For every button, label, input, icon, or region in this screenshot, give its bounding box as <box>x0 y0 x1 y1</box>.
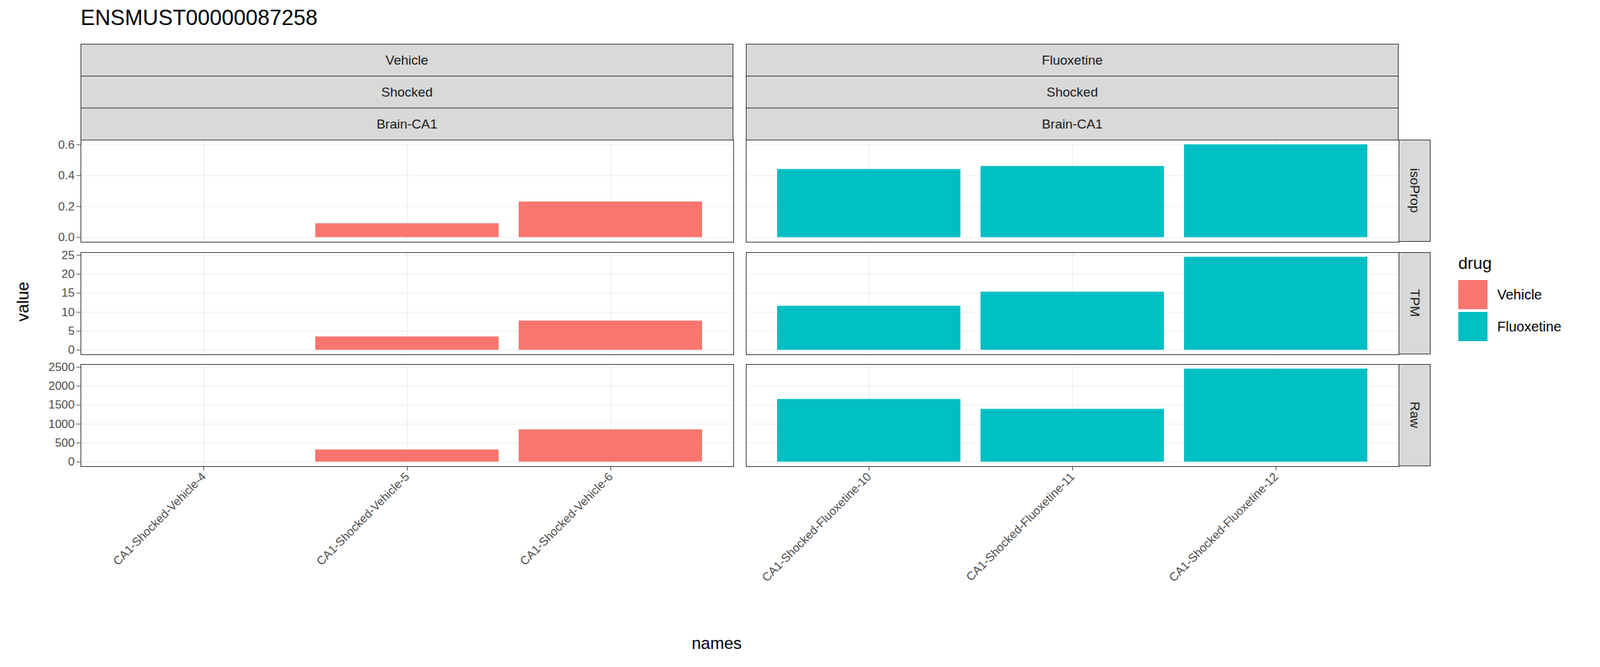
html-text:drug: drug <box>1458 253 1492 273</box>
html-text:isoProp: isoProp <box>1407 168 1423 213</box>
html-text:Raw: Raw <box>1407 401 1423 429</box>
svg-text:0.4: 0.4 <box>58 168 75 182</box>
svg-text:2000: 2000 <box>48 379 75 393</box>
html-text:Vehicle: Vehicle <box>385 52 429 68</box>
html-text:names: names <box>691 633 742 653</box>
html-text:Fluoxetine: Fluoxetine <box>1041 52 1103 68</box>
html-text:Vehicle: Vehicle <box>1497 286 1543 302</box>
svg-text:0: 0 <box>68 343 75 357</box>
html-text:value: value <box>12 281 32 322</box>
svg-text:CA1-Shocked-Vehicle-6: CA1-Shocked-Vehicle-6 <box>517 470 616 569</box>
svg-text:1500: 1500 <box>48 397 75 412</box>
svg-text:0.2: 0.2 <box>58 200 75 214</box>
svg-text:1000: 1000 <box>48 417 75 431</box>
html-text:Shocked: Shocked <box>381 84 433 99</box>
svg-text:0.0: 0.0 <box>58 230 75 244</box>
html-text:TPM: TPM <box>1407 289 1423 318</box>
svg-text:25: 25 <box>61 248 75 262</box>
svg-text:0.6: 0.6 <box>58 138 75 152</box>
svg-text:CA1-Shocked-Fluoxetine-11: CA1-Shocked-Fluoxetine-11 <box>963 470 1078 585</box>
svg-text:500: 500 <box>54 436 75 450</box>
html-text:Fluoxetine: Fluoxetine <box>1497 318 1562 334</box>
html-text:Brain-CA1: Brain-CA1 <box>376 116 438 131</box>
svg-text:5: 5 <box>68 324 75 338</box>
html-text:ENSMUST00000087258: ENSMUST00000087258 <box>80 5 318 30</box>
svg-text:CA1-Shocked-Fluoxetine-10: CA1-Shocked-Fluoxetine-10 <box>759 470 874 585</box>
html-text:Brain-CA1: Brain-CA1 <box>1041 116 1103 131</box>
svg-text:CA1-Shocked-Fluoxetine-12: CA1-Shocked-Fluoxetine-12 <box>1166 470 1281 585</box>
svg-text:20: 20 <box>61 267 75 281</box>
svg-text:CA1-Shocked-Vehicle-4: CA1-Shocked-Vehicle-4 <box>110 470 209 569</box>
html-text:Shocked: Shocked <box>1046 84 1098 99</box>
svg-text:10: 10 <box>61 305 75 319</box>
svg-text:CA1-Shocked-Vehicle-5: CA1-Shocked-Vehicle-5 <box>313 470 412 569</box>
svg-text:15: 15 <box>61 286 75 300</box>
svg-text:2500: 2500 <box>48 360 75 374</box>
svg-text:0: 0 <box>68 454 75 469</box>
